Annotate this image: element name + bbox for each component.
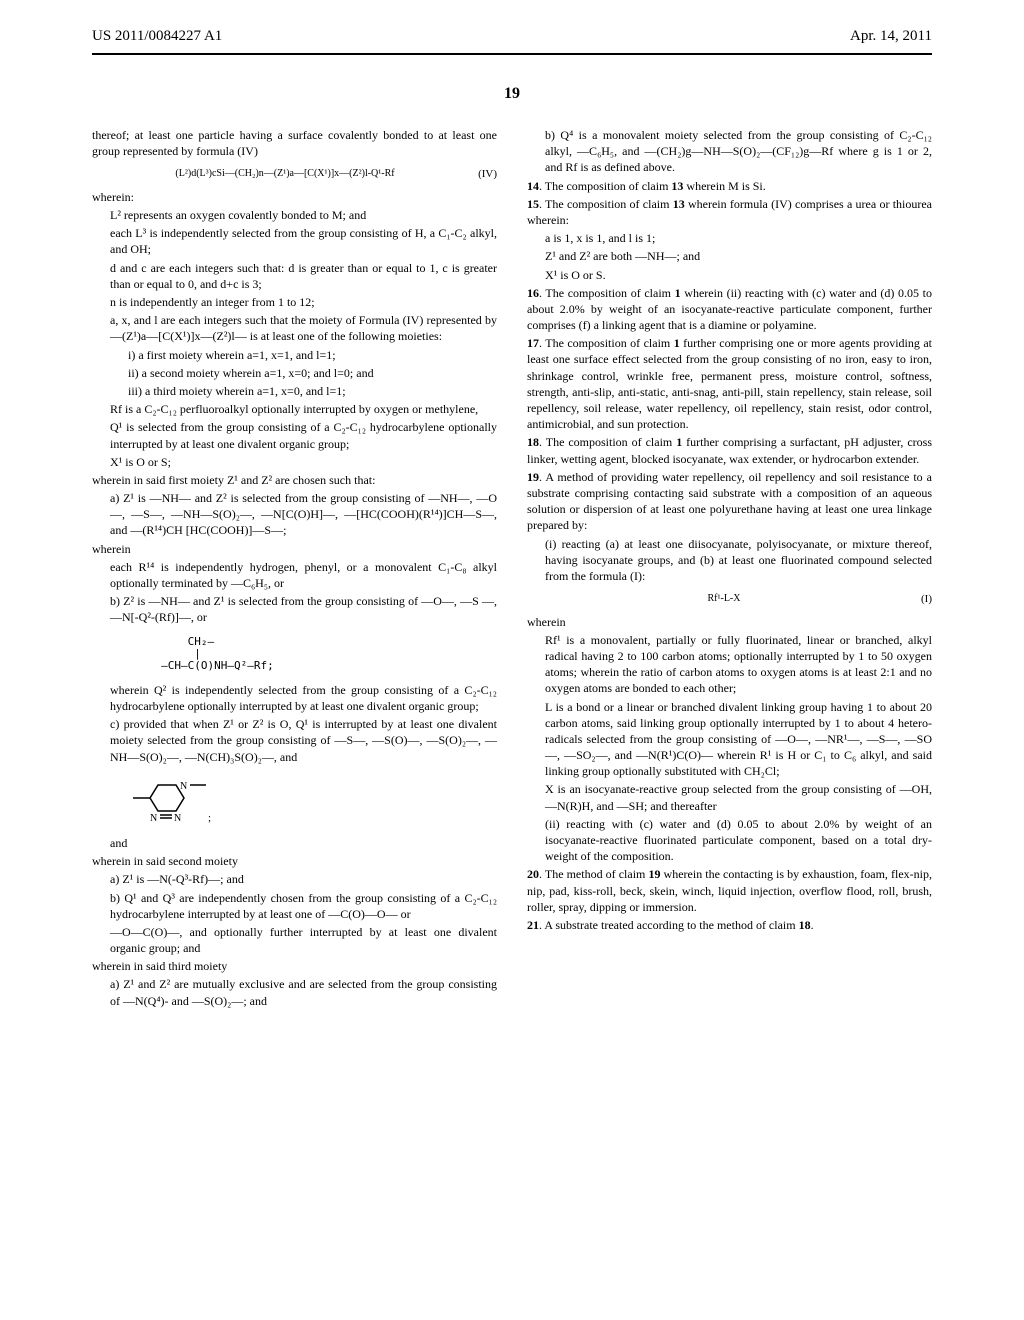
claim-15-a: a is 1, x is 1, and l is 1;: [527, 230, 932, 246]
second-moiety-a: a) Z¹ is —N(-Q³-Rf)—; and: [92, 871, 497, 887]
def-q2: wherein Q² is independently selected fro…: [92, 682, 497, 714]
claim-14-text: . The composition of claim: [539, 179, 671, 193]
claim-15-x: X¹ is O or S.: [527, 267, 932, 283]
def-L: L is a bond or a linear or branched diva…: [527, 699, 932, 780]
wherein-2: wherein: [92, 541, 497, 557]
def-X: X is an isocyanate-reactive group select…: [527, 781, 932, 813]
claim-21-num: 21: [527, 918, 539, 932]
formula-i-number: (I): [921, 592, 932, 607]
svg-text:N: N: [174, 813, 181, 823]
claim-19-text: . A method of providing water repellency…: [527, 470, 932, 533]
claim-19-wherein: wherein: [527, 614, 932, 630]
moiety-iii: iii) a third moiety wherein a=1, x=0, an…: [92, 383, 497, 399]
moiety-i: i) a first moiety wherein a=1, x=1, and …: [92, 347, 497, 363]
third-moiety-b: b) Q⁴ is a monovalent moiety selected fr…: [527, 127, 932, 176]
claim-19-num: 19: [527, 470, 539, 484]
claim-20-text: . The method of claim: [539, 867, 648, 881]
first-moiety-c: c) provided that when Z¹ or Z² is O, Q¹ …: [92, 716, 497, 765]
def-q1: Q¹ is selected from the group consisting…: [92, 419, 497, 451]
formula-iv-number: (IV): [478, 167, 497, 182]
second-moiety-b: b) Q¹ and Q³ are independently chosen fr…: [92, 890, 497, 922]
formula-i-text: Rf¹-L-X: [708, 593, 741, 604]
header-rule: [92, 53, 932, 55]
def-r14: each R¹⁴ is independently hydrogen, phen…: [92, 559, 497, 591]
claim-16-text: . The composition of claim: [539, 286, 675, 300]
claim-14-end: wherein M is Si.: [683, 179, 765, 193]
def-l3: each L³ is independently selected from t…: [92, 225, 497, 257]
claim-17-num: 17: [527, 336, 539, 350]
claim-19: 19. A method of providing water repellen…: [527, 469, 932, 534]
claim-18: 18. The composition of claim 1 further c…: [527, 434, 932, 466]
claim-17-text: . The composition of claim: [539, 336, 674, 350]
claim-18-num: 18: [527, 435, 539, 449]
third-moiety-heading: wherein in said third moiety: [92, 958, 497, 974]
and-label: and: [92, 835, 497, 851]
svg-text:N: N: [180, 781, 187, 792]
def-rf1: Rf¹ is a monovalent, partially or fully …: [527, 632, 932, 697]
claim-21-end: .: [811, 918, 814, 932]
claim-15: 15. The composition of claim 13 wherein …: [527, 196, 932, 228]
formula-i: Rf¹-L-X (I): [527, 592, 932, 606]
claim-14: 14. The composition of claim 13 wherein …: [527, 178, 932, 194]
triazole-diagram: N N N ;: [128, 773, 497, 827]
claim-14-ref: 13: [671, 179, 683, 193]
claim-16-num: 16: [527, 286, 539, 300]
claim-17-end: further comprising one or more agents pr…: [527, 336, 932, 431]
formula-iv-text: (L²)d(L³)cSi—(CH₂)n—(Z¹)a—[C(X¹)]x—(Z²)l…: [175, 168, 394, 179]
publication-date: Apr. 14, 2011: [850, 28, 932, 45]
claim-18-text: . The composition of claim: [539, 435, 676, 449]
def-dc: d and c are each integers such that: d i…: [92, 260, 497, 292]
def-rf: Rf is a C₂-C₁₂ perfluoroalkyl optionally…: [92, 401, 497, 417]
claim-20-num: 20: [527, 867, 539, 881]
formula-iv: (L²)d(L³)cSi—(CH₂)n—(Z¹)a—[C(X¹)]x—(Z²)l…: [92, 167, 497, 181]
claim-21-text: . A substrate treated according to the m…: [539, 918, 799, 932]
claim-21: 21. A substrate treated according to the…: [527, 917, 932, 933]
first-moiety-a: a) Z¹ is —NH— and Z² is selected from th…: [92, 490, 497, 539]
def-axl: a, x, and l are each integers such that …: [92, 312, 497, 344]
claim-16: 16. The composition of claim 1 wherein (…: [527, 285, 932, 334]
claim-20: 20. The method of claim 19 wherein the c…: [527, 866, 932, 915]
second-moiety-b2: —O—C(O)—, and optionally further interru…: [92, 924, 497, 956]
claim-15-z: Z¹ and Z² are both —NH—; and: [527, 248, 932, 264]
def-x1: X¹ is O or S;: [92, 454, 497, 470]
claim-15-ref: 13: [673, 197, 685, 211]
page-header: US 2011/0084227 A1 Apr. 14, 2011: [0, 0, 1024, 49]
third-moiety-a: a) Z¹ and Z² are mutually exclusive and …: [92, 976, 497, 1008]
moiety-ii: ii) a second moiety wherein a=1, x=0; an…: [92, 365, 497, 381]
wherein-label: wherein:: [92, 189, 497, 205]
para-intro: thereof; at least one particle having a …: [92, 127, 497, 159]
claim-20-ref: 19: [648, 867, 660, 881]
svg-text:;: ;: [208, 812, 211, 823]
claim-17: 17. The composition of claim 1 further c…: [527, 335, 932, 432]
claim-21-ref: 18: [799, 918, 811, 932]
first-moiety-heading: wherein in said first moiety Z¹ and Z² a…: [92, 472, 497, 488]
first-moiety-b: b) Z² is —NH— and Z¹ is selected from th…: [92, 593, 497, 625]
publication-number: US 2011/0084227 A1: [92, 28, 222, 45]
def-n: n is independently an integer from 1 to …: [92, 294, 497, 310]
claim-14-num: 14: [527, 179, 539, 193]
chem-diagram-1: CH₂— | —CH—C(O)NH—Q²—Rf;: [128, 636, 497, 672]
right-column: b) Q⁴ is a monovalent moiety selected fr…: [527, 127, 932, 1011]
claim-15-text: . The composition of claim: [539, 197, 673, 211]
claim-19-i: (i) reacting (a) at least one diisocyana…: [527, 536, 932, 585]
left-column: thereof; at least one particle having a …: [92, 127, 497, 1011]
def-l2: L² represents an oxygen covalently bonde…: [92, 207, 497, 223]
page-number: 19: [0, 85, 1024, 103]
content-columns: thereof; at least one particle having a …: [0, 127, 1024, 1011]
claim-15-num: 15: [527, 197, 539, 211]
second-moiety-heading: wherein in said second moiety: [92, 853, 497, 869]
svg-text:N: N: [150, 813, 157, 823]
claim-19-ii: (ii) reacting with (c) water and (d) 0.0…: [527, 816, 932, 865]
